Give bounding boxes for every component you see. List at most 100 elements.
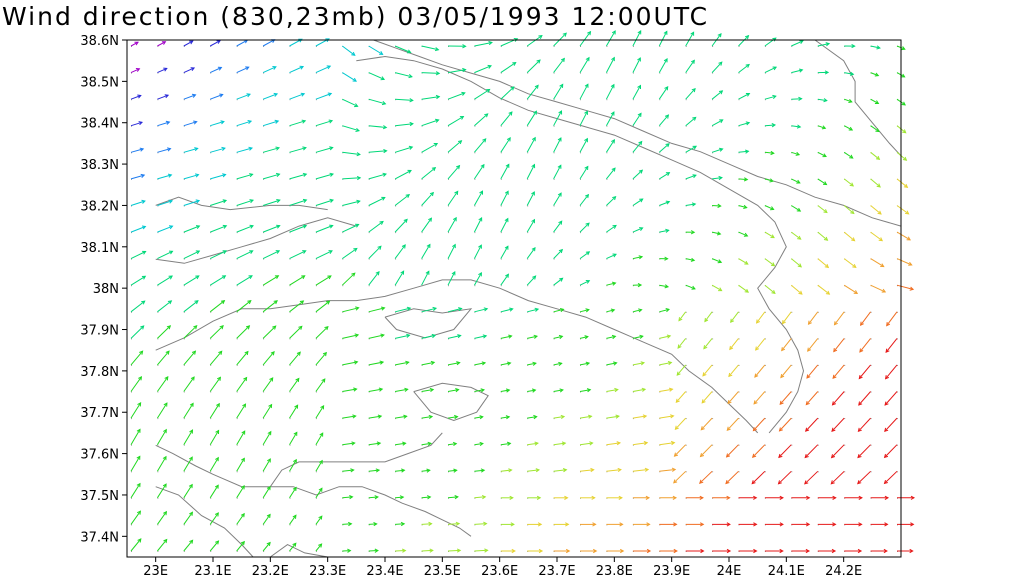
- grid-dot: [368, 258, 370, 260]
- wind-arrow: [315, 65, 332, 74]
- grid-dot: [315, 497, 317, 499]
- wind-arrow: [738, 258, 749, 265]
- wind-arrow: [130, 510, 141, 525]
- wind-arrow: [289, 198, 308, 206]
- grid-dot: [131, 178, 132, 180]
- wind-arrow: [526, 110, 537, 126]
- y-tick-label: 38.3N: [80, 158, 119, 173]
- grid-dot: [289, 178, 291, 180]
- wind-arrow: [632, 169, 644, 180]
- grid-dot: [263, 72, 265, 74]
- grid-dot: [210, 285, 212, 287]
- grid-dot: [659, 391, 661, 393]
- grid-dot: [659, 72, 661, 74]
- wind-arrow: [368, 548, 379, 553]
- grid-dot: [289, 46, 291, 47]
- grid-dot: [157, 364, 159, 366]
- wind-arrow: [209, 300, 226, 313]
- wind-arrow: [394, 244, 406, 259]
- wind-arrow: [447, 243, 456, 259]
- grid-dot: [395, 205, 397, 207]
- grid-dot: [342, 338, 344, 340]
- wind-arrow: [262, 224, 281, 233]
- grid-dot: [606, 258, 608, 260]
- wind-arrow: [764, 495, 784, 500]
- grid-dot: [738, 338, 740, 340]
- wind-arrow: [606, 387, 619, 393]
- wind-arrow: [527, 522, 543, 527]
- wind-arrow: [704, 311, 713, 323]
- grid-dot: [421, 444, 423, 446]
- grid-dot: [236, 444, 238, 446]
- wind-arrow: [289, 458, 297, 472]
- grid-dot: [527, 72, 529, 74]
- grid-dot: [685, 99, 687, 101]
- wind-arrow: [342, 495, 354, 500]
- grid-dot: [157, 285, 159, 287]
- grid-dot: [263, 444, 265, 446]
- wind-arrow: [553, 414, 566, 420]
- map-title: Wind direction (830,23mb) 03/05/1993 12:…: [2, 2, 710, 31]
- wind-arrow: [262, 513, 271, 525]
- wind-arrow: [884, 364, 898, 380]
- grid-dot: [500, 152, 502, 154]
- grid-dot: [553, 178, 555, 180]
- wind-arrow: [236, 540, 245, 552]
- grid-dot: [236, 152, 238, 154]
- grid-dot: [659, 338, 661, 340]
- grid-dot: [659, 311, 661, 313]
- wind-arrow: [342, 45, 356, 56]
- wind-arrow: [262, 541, 271, 552]
- wind-arrow: [764, 548, 784, 554]
- wind-arrow: [368, 72, 386, 81]
- wind-arrow: [659, 256, 669, 261]
- grid-dot: [632, 471, 634, 473]
- wind-arrow: [289, 172, 308, 180]
- grid-dot: [844, 364, 846, 366]
- wind-arrow: [368, 196, 386, 206]
- wind-arrow: [210, 224, 228, 233]
- wind-arrow: [421, 441, 433, 446]
- wind-arrow: [421, 306, 438, 313]
- wind-arrow: [791, 96, 803, 101]
- grid-dot: [527, 311, 529, 313]
- grid-dot: [448, 125, 449, 127]
- wind-arrow: [526, 275, 537, 286]
- wind-arrow: [183, 511, 194, 525]
- wind-arrow: [804, 417, 819, 432]
- wind-arrow: [779, 391, 792, 405]
- x-tick-label: 23.9E: [653, 564, 690, 579]
- wind-arrow: [289, 351, 301, 366]
- wind-arrow: [805, 391, 819, 406]
- grid-dot: [738, 471, 740, 473]
- grid-dot: [474, 125, 476, 127]
- grid-dot: [448, 444, 449, 446]
- wind-arrow: [527, 307, 540, 313]
- grid-dot: [870, 338, 872, 340]
- wind-arrow: [711, 90, 724, 100]
- wind-arrow: [315, 198, 334, 206]
- grid-dot: [395, 178, 397, 180]
- grid-dot: [685, 364, 687, 366]
- wind-arrow: [711, 61, 723, 73]
- wind-arrow: [870, 522, 889, 527]
- grid-dot: [289, 285, 291, 287]
- wind-arrow: [209, 456, 219, 472]
- y-tick-label: 37.9N: [80, 324, 119, 339]
- grid-dot: [712, 471, 714, 473]
- wind-arrow: [262, 250, 281, 260]
- wind-arrow: [659, 522, 678, 527]
- grid-dot: [395, 471, 397, 473]
- grid-dot: [817, 418, 819, 420]
- wind-arrow: [659, 334, 672, 339]
- grid-dot: [817, 471, 819, 473]
- wind-arrow: [289, 542, 297, 552]
- wind-arrow: [130, 121, 143, 127]
- grid-dot: [580, 178, 581, 180]
- grid-dot: [263, 258, 265, 260]
- wind-arrow: [289, 404, 299, 419]
- wind-arrow: [262, 325, 277, 339]
- wind-arrow: [342, 98, 359, 108]
- wind-arrow: [806, 364, 819, 379]
- grid-dot: [342, 311, 344, 313]
